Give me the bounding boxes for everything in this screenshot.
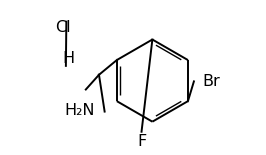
Text: H: H (63, 51, 75, 66)
Text: H₂N: H₂N (65, 103, 95, 118)
Text: Cl: Cl (55, 20, 71, 35)
Text: Br: Br (202, 74, 220, 89)
Text: F: F (137, 134, 146, 149)
